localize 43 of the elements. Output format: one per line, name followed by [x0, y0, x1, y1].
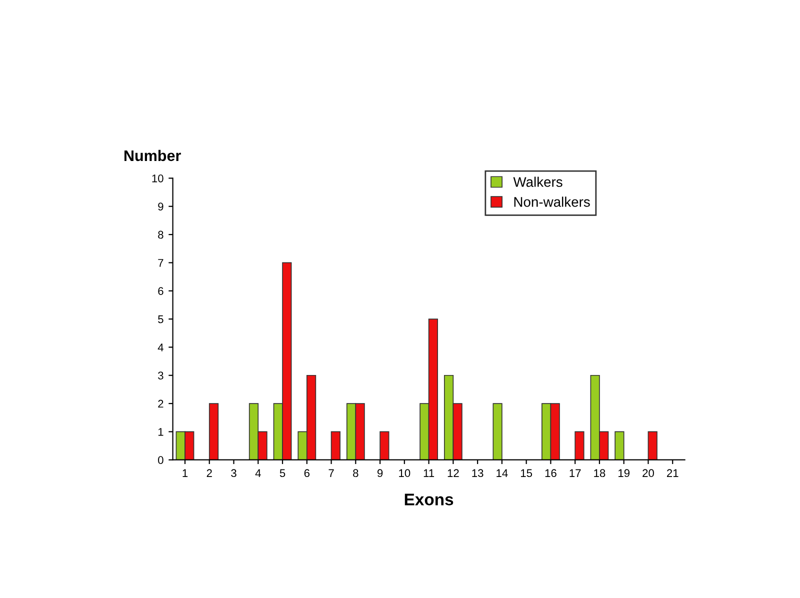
x-tick-label: 2	[206, 469, 212, 477]
y-tick-label: 5	[158, 315, 164, 324]
bar	[648, 431, 658, 460]
x-tick-label: 11	[424, 469, 434, 477]
x-tick-label: 13	[472, 469, 484, 478]
y-tick-label: 2	[158, 400, 164, 408]
x-tick-label: 19	[618, 469, 630, 478]
y-tick-label: 3	[158, 372, 164, 380]
legend-label: Non-walkers	[514, 196, 590, 207]
bar	[492, 403, 502, 460]
bar	[330, 431, 340, 460]
x-tick-label: 14	[496, 469, 508, 477]
x-tick-label: 10	[399, 469, 410, 478]
bar	[380, 431, 390, 460]
x-tick-label: 20	[642, 469, 654, 478]
y-tick-label: 10	[152, 174, 164, 182]
x-tick-label: 8	[353, 469, 358, 478]
y-tick-label: 6	[158, 287, 164, 296]
x-tick-label: 16	[545, 469, 556, 478]
y-tick-label: 8	[158, 230, 164, 239]
x-tick-label: 17	[570, 469, 581, 477]
bar	[614, 431, 624, 460]
y-tick-label: 7	[158, 259, 164, 267]
x-tick-label: 7	[328, 469, 334, 477]
x-tick-label: 9	[377, 469, 383, 478]
y-tick-label: 9	[158, 202, 164, 211]
bar	[208, 403, 219, 460]
x-tick-label: 18	[594, 469, 606, 478]
x-tick-label: 4	[255, 469, 261, 477]
x-axis-title: Exons	[404, 494, 454, 506]
x-tick-label: 6	[304, 469, 310, 478]
x-tick-label: 21	[666, 469, 678, 477]
bar	[574, 431, 584, 460]
legend-label: Walkers	[513, 176, 562, 187]
x-tick-label: 1	[182, 469, 188, 477]
x-tick-label: 15	[520, 469, 532, 478]
x-tick-label: 12	[448, 469, 459, 477]
y-tick-label: 0	[158, 456, 164, 464]
y-tick-label: 4	[158, 344, 164, 352]
x-tick-label: 5	[280, 469, 286, 478]
y-tick-label: 1	[158, 428, 164, 436]
y-axis-title: Number	[124, 150, 181, 162]
x-tick-label: 3	[231, 469, 236, 478]
